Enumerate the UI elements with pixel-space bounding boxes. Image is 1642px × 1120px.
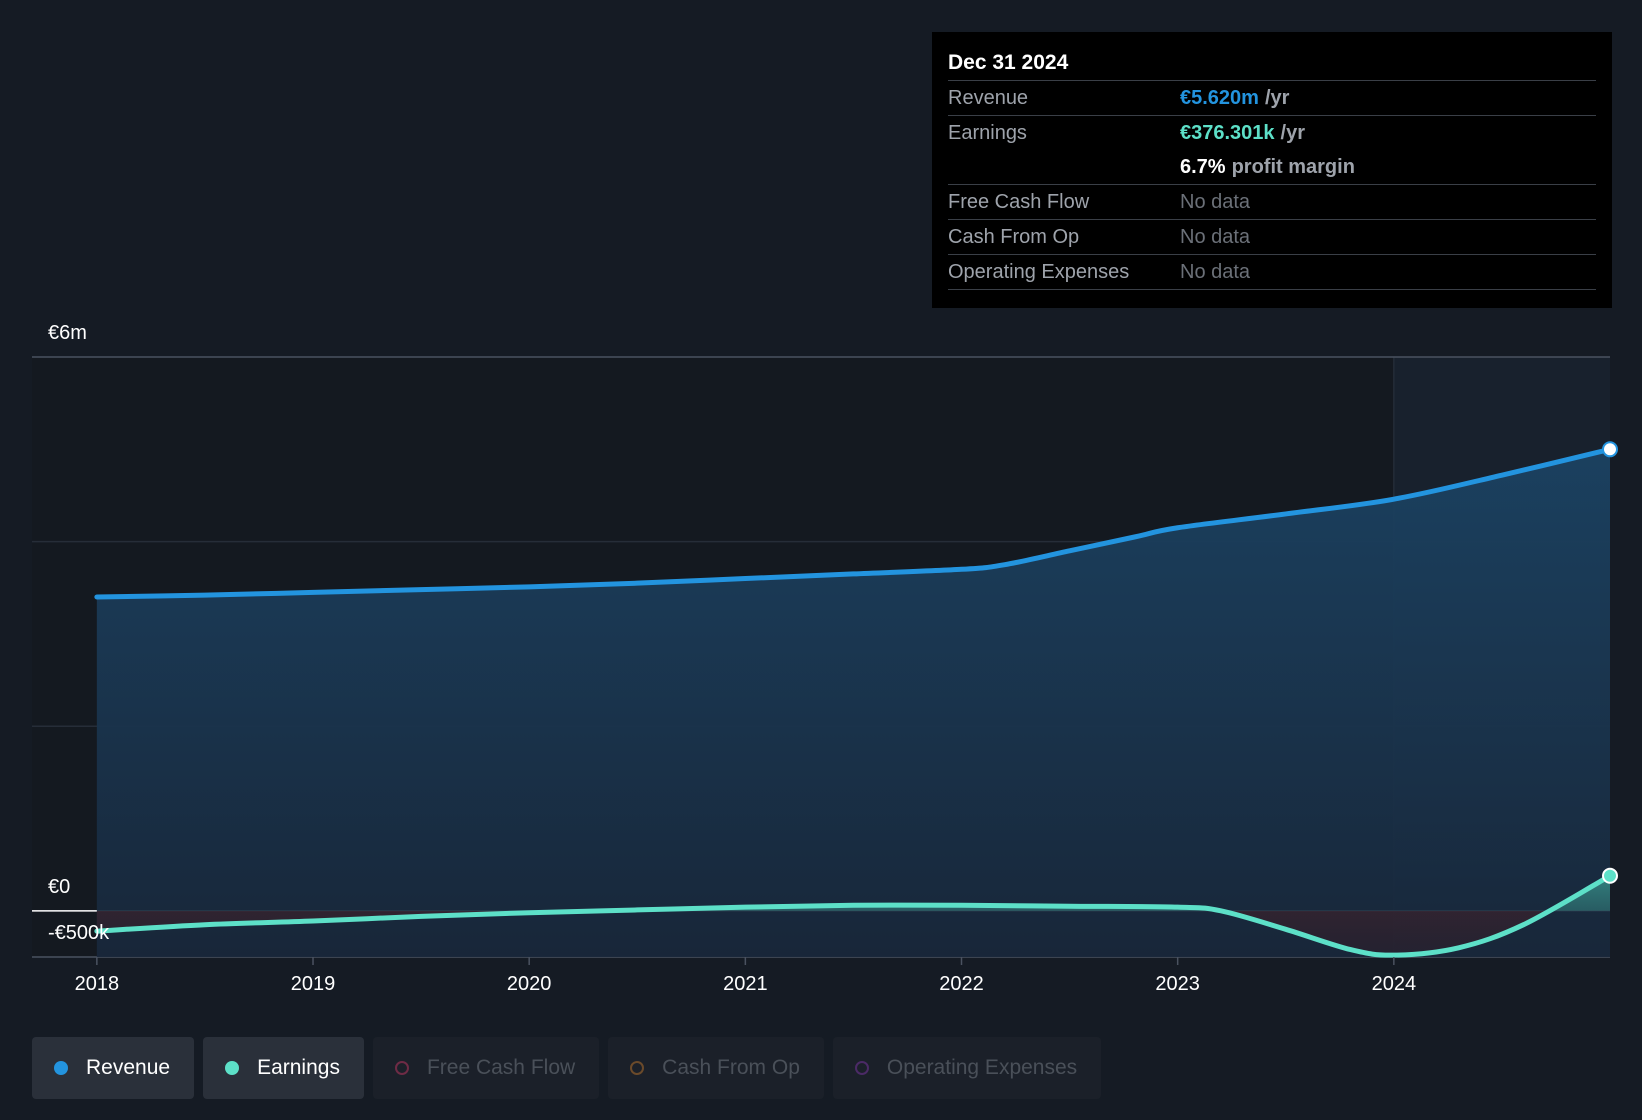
tooltip-earnings-row: Earnings €376.301k/yr (948, 116, 1596, 150)
tooltip-fcf-label: Free Cash Flow (948, 191, 1090, 213)
tooltip-cfo-row: Cash From Op No data (948, 220, 1596, 255)
operating-expenses-ring-icon (854, 1061, 869, 1075)
tooltip-revenue-row: Revenue €5.620m/yr (948, 81, 1596, 116)
x-tick-label: 2020 (507, 973, 552, 995)
x-tick-label: 2024 (1372, 973, 1417, 995)
legend-cash-from-op-label: Cash From Op (662, 1056, 800, 1079)
tooltip-revenue-label: Revenue (948, 87, 1029, 109)
tooltip-earnings-value-wrap: €376.301k/yr (1180, 116, 1305, 150)
legend: Revenue Earnings Free Cash Flow Cash Fro… (32, 1037, 1102, 1099)
x-tick-label: 2021 (723, 973, 768, 995)
tooltip-fcf-value: No data (1180, 191, 1251, 213)
tooltip-margin-label: profit margin (1231, 156, 1355, 178)
tooltip-cfo-label: Cash From Op (948, 226, 1080, 248)
earnings-end-marker (1602, 867, 1618, 884)
x-tick-label: 2023 (1155, 973, 1200, 995)
tooltip-earnings-unit: /yr (1280, 122, 1306, 144)
tooltip-margin-value: 6.7% (1180, 156, 1226, 178)
legend-earnings-label: Earnings (257, 1056, 340, 1079)
tooltip-fcf-row: Free Cash Flow No data (948, 185, 1596, 220)
legend-operating-expenses[interactable]: Operating Expenses (832, 1037, 1102, 1099)
revenue-dot-icon (54, 1061, 68, 1075)
revenue-end-marker (1602, 441, 1618, 458)
legend-free-cash-flow[interactable]: Free Cash Flow (372, 1037, 600, 1099)
revenue-area (96, 449, 1610, 957)
tooltip-cfo-value: No data (1180, 226, 1251, 248)
tooltip: Dec 31 2024 Revenue €5.620m/yr Earnings … (932, 32, 1612, 308)
legend-cash-from-op[interactable]: Cash From Op (608, 1037, 824, 1099)
legend-revenue[interactable]: Revenue (32, 1037, 195, 1099)
tooltip-margin-wrap: 6.7% profit margin (1180, 150, 1355, 184)
y-axis-label: -€500k (48, 922, 110, 944)
legend-revenue-label: Revenue (86, 1056, 171, 1079)
earnings-dot-icon (225, 1061, 240, 1075)
legend-earnings[interactable]: Earnings (203, 1037, 364, 1099)
tooltip-earnings-label: Earnings (948, 122, 1027, 144)
tooltip-margin-spacer (948, 150, 1180, 184)
y-axis-label: €6m (48, 322, 87, 344)
earnings-negative-area (96, 910, 1550, 956)
tooltip-opex-row: Operating Expenses No data (948, 255, 1596, 290)
tooltip-opex-label: Operating Expenses (948, 261, 1130, 283)
tooltip-revenue-value: €5.620m (1180, 87, 1259, 109)
tooltip-opex-value: No data (1180, 261, 1251, 283)
tooltip-revenue-unit: /yr (1264, 87, 1290, 109)
cash-from-op-ring-icon (630, 1061, 645, 1075)
legend-free-cash-flow-label: Free Cash Flow (426, 1056, 576, 1079)
tooltip-revenue-value-wrap: €5.620m/yr (1180, 81, 1289, 115)
tooltip-date: Dec 31 2024 (948, 46, 1596, 81)
revenue-line (94, 446, 1613, 600)
x-tick-label: 2018 (75, 973, 120, 995)
tooltip-margin-row: 6.7% profit margin (948, 150, 1596, 185)
x-tick-label: 2019 (291, 973, 336, 995)
tooltip-earnings-value: €376.301k (1180, 122, 1275, 144)
earnings-line (94, 873, 1613, 958)
free-cash-flow-ring-icon (394, 1061, 409, 1075)
x-tick-label: 2022 (939, 973, 984, 995)
y-axis-label: €0 (48, 876, 70, 898)
legend-operating-expenses-label: Operating Expenses (886, 1056, 1078, 1079)
